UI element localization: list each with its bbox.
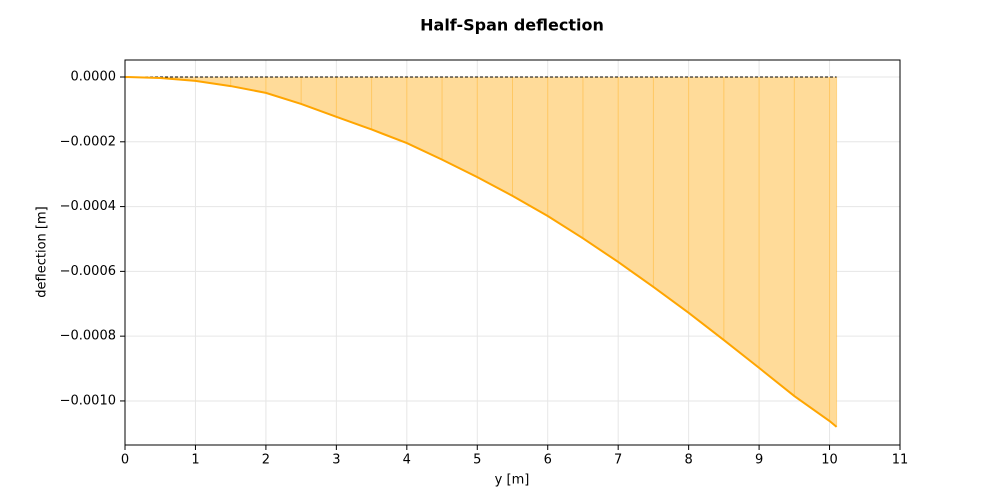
y-tick-label: −0.0002 bbox=[60, 134, 116, 149]
x-tick-label: 2 bbox=[262, 453, 270, 468]
y-tick-label: −0.0006 bbox=[60, 264, 116, 279]
x-tick-label: 0 bbox=[121, 453, 129, 468]
x-tick-label: 1 bbox=[191, 453, 199, 468]
chart-title: Half-Span deflection bbox=[420, 16, 604, 35]
x-tick-label: 6 bbox=[544, 453, 552, 468]
x-tick-label: 5 bbox=[473, 453, 481, 468]
x-axis-label: y [m] bbox=[495, 473, 530, 488]
x-tick-label: 8 bbox=[684, 453, 692, 468]
plot-frame bbox=[124, 59, 901, 446]
deflection-line bbox=[124, 76, 838, 428]
x-tick-label: 3 bbox=[332, 453, 340, 468]
y-axis-label: deflection [m] bbox=[35, 206, 50, 297]
x-tick-label: 11 bbox=[892, 453, 909, 468]
y-tick-label: 0.0000 bbox=[71, 70, 117, 85]
x-tick-label: 10 bbox=[821, 453, 838, 468]
y-tick-label: −0.0010 bbox=[60, 393, 116, 408]
x-tick-label: 9 bbox=[755, 453, 763, 468]
x-tick-label: 4 bbox=[403, 453, 411, 468]
area-fill bbox=[125, 77, 837, 427]
y-tick-label: −0.0008 bbox=[60, 329, 116, 344]
y-tick-label: −0.0004 bbox=[60, 199, 116, 214]
x-tick-label: 7 bbox=[614, 453, 622, 468]
